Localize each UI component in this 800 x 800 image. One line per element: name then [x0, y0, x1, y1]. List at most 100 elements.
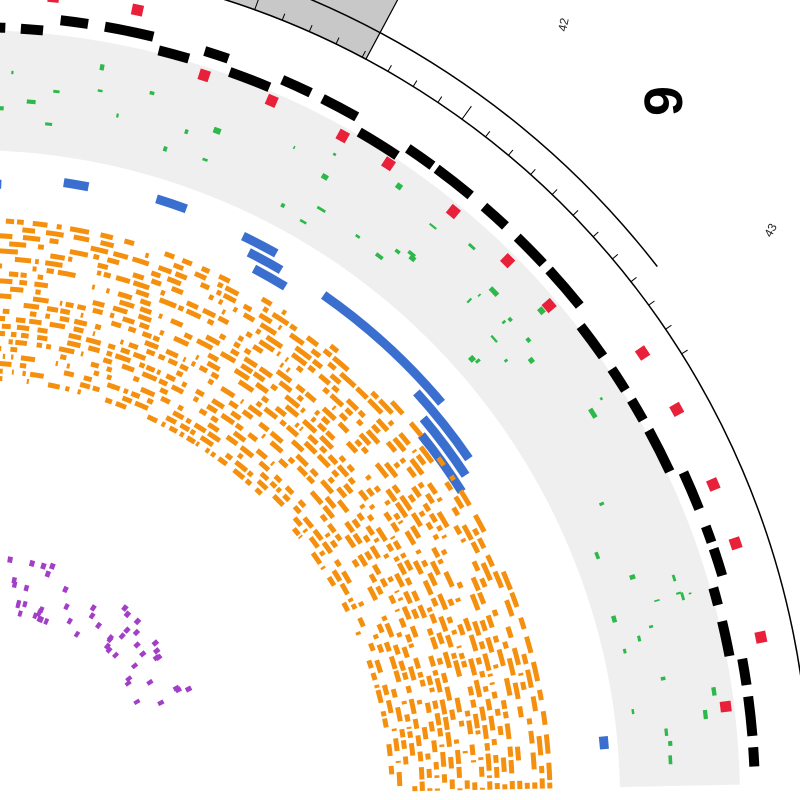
orange-feature — [422, 502, 432, 513]
orange-feature — [209, 451, 217, 458]
orange-feature — [252, 371, 266, 383]
orange-feature — [232, 306, 239, 313]
orange-feature — [258, 421, 270, 433]
orange-feature — [445, 731, 452, 748]
orange-feature — [431, 546, 441, 559]
orange-feature — [242, 312, 256, 323]
outer-segment — [157, 45, 191, 64]
orange-feature — [307, 434, 319, 446]
orange-feature — [375, 418, 390, 433]
outer-segment — [737, 657, 752, 686]
green-feature — [316, 205, 326, 213]
orange-feature — [150, 270, 162, 279]
outer-segment — [717, 620, 735, 657]
axis-tick — [551, 189, 558, 195]
orange-feature — [426, 482, 438, 495]
orange-feature — [395, 706, 403, 722]
green-feature — [162, 146, 168, 152]
orange-feature — [230, 410, 242, 421]
axis-tick — [461, 105, 472, 120]
orange-feature — [229, 348, 240, 357]
orange-feature — [224, 452, 234, 461]
green-feature — [355, 233, 361, 239]
orange-feature — [29, 371, 45, 379]
orange-feature — [494, 708, 501, 716]
orange-feature — [331, 384, 340, 394]
orange-feature — [425, 492, 435, 505]
orange-feature — [482, 653, 492, 672]
orange-feature — [439, 744, 445, 748]
orange-feature — [63, 370, 75, 378]
orange-feature — [0, 248, 19, 255]
orange-feature — [381, 615, 388, 622]
green-feature — [53, 89, 60, 94]
orange-feature — [318, 373, 332, 386]
orange-feature — [368, 573, 378, 584]
orange-feature — [277, 324, 283, 331]
outer-segment — [433, 164, 474, 200]
orange-feature — [388, 655, 398, 670]
orange-feature — [438, 615, 449, 633]
orange-feature — [100, 232, 114, 241]
orange-feature — [440, 672, 449, 684]
purple-marker — [23, 584, 30, 592]
orange-feature — [92, 385, 101, 393]
orange-feature — [287, 456, 296, 465]
green-feature — [664, 728, 669, 736]
orange-feature — [259, 322, 278, 336]
orange-feature — [83, 375, 93, 383]
orange-feature — [441, 534, 448, 540]
orange-feature — [376, 643, 385, 654]
orange-feature — [298, 534, 303, 540]
orange-feature — [440, 548, 448, 556]
orange-feature — [73, 326, 84, 334]
orange-feature — [289, 323, 298, 332]
orange-feature — [243, 347, 252, 356]
axis-tick — [437, 96, 443, 103]
orange-feature — [470, 760, 477, 763]
orange-feature — [331, 355, 350, 372]
green-feature — [0, 106, 4, 111]
red-marker — [47, 0, 59, 3]
orange-feature — [514, 746, 522, 761]
orange-feature — [19, 279, 28, 286]
orange-feature — [273, 474, 283, 484]
orange-feature — [122, 316, 136, 325]
orange-feature — [404, 714, 411, 722]
orange-feature — [220, 386, 236, 399]
orange-feature — [517, 780, 523, 790]
orange-feature — [105, 350, 113, 357]
orange-feature — [518, 617, 527, 630]
outer-segment — [0, 22, 6, 33]
orange-feature — [449, 779, 455, 789]
red-marker — [381, 156, 396, 172]
orange-feature — [436, 524, 443, 532]
axis-tick — [485, 130, 491, 138]
orange-feature — [0, 361, 12, 367]
orange-feature — [470, 699, 477, 708]
orange-feature — [539, 778, 545, 789]
orange-feature — [329, 393, 345, 408]
orange-feature — [409, 457, 425, 476]
orange-feature — [445, 634, 454, 648]
orange-feature — [429, 613, 438, 624]
green-feature — [45, 122, 53, 126]
orange-feature — [540, 710, 548, 726]
orange-feature — [254, 381, 270, 394]
orange-feature — [479, 619, 488, 632]
outer-segment — [708, 547, 727, 577]
green-feature — [611, 615, 618, 623]
orange-feature — [316, 453, 331, 469]
orange-feature — [64, 386, 70, 392]
orange-feature — [178, 431, 185, 438]
orange-feature — [472, 782, 478, 790]
orange-feature — [206, 318, 215, 326]
chromosome-label: 9 — [634, 86, 694, 116]
orange-feature — [383, 641, 392, 653]
orange-feature — [46, 268, 55, 275]
outer-segment — [20, 23, 44, 36]
orange-feature — [524, 636, 534, 654]
red-marker-track — [47, 0, 768, 713]
orange-feature — [450, 652, 458, 660]
orange-feature — [66, 340, 82, 349]
